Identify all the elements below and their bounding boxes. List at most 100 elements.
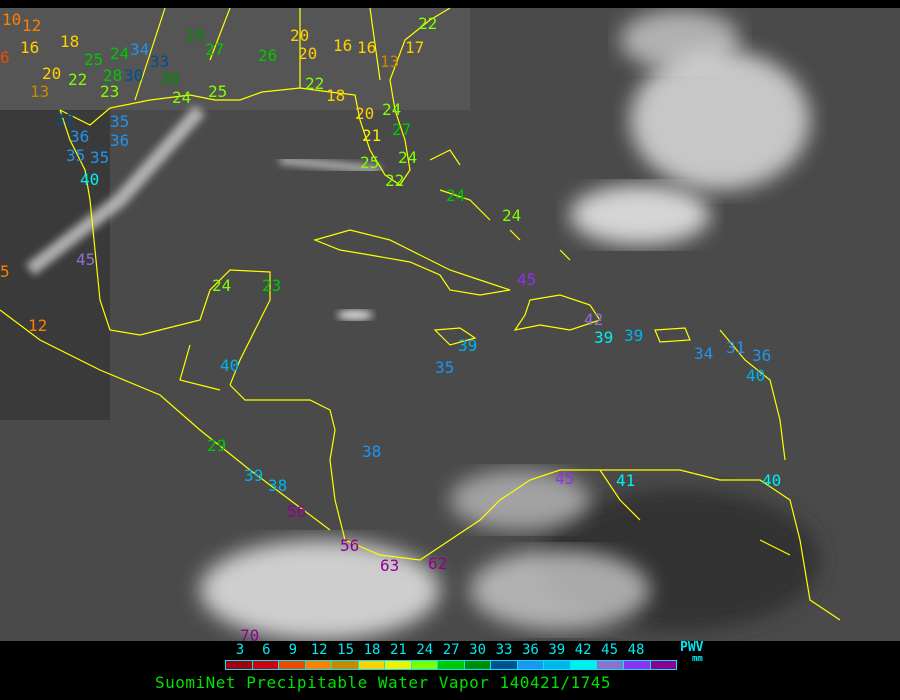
station-pwv-value: 20 — [42, 64, 62, 83]
legend-swatch — [358, 661, 386, 669]
station-pwv-value: 36 — [752, 346, 772, 365]
legend-swatch — [517, 661, 545, 669]
station-pwv-value: 62 — [428, 554, 448, 573]
station-pwv-value: 22 — [385, 171, 405, 190]
station-pwv-value: 25 — [208, 82, 228, 101]
station-pwv-value: 13 — [380, 52, 400, 71]
legend-swatch — [438, 661, 465, 669]
station-pwv-value: 40 — [746, 366, 766, 385]
station-pwv-value: 26 — [258, 46, 278, 65]
station-pwv-value: 34 — [694, 344, 714, 363]
legend-swatch — [544, 661, 571, 669]
station-pwv-value: 25 — [360, 153, 380, 172]
legend-tick: 21 — [389, 642, 407, 658]
legend-swatch — [623, 661, 651, 669]
station-pwv-value: 35 — [66, 146, 86, 165]
station-pwv-value: 31 — [726, 338, 746, 357]
station-pwv-value: 35 — [90, 148, 110, 167]
station-pwv-value: 45 — [76, 250, 96, 269]
legend-swatch — [570, 661, 598, 669]
legend-tick: 27 — [442, 642, 460, 658]
legend-swatch — [597, 661, 624, 669]
station-pwv-value: 40 — [220, 356, 240, 375]
station-pwv-value: 20 — [298, 44, 318, 63]
station-pwv-value: 38 — [362, 442, 382, 461]
legend-tick: 15 — [337, 642, 355, 658]
legend-tick: 39 — [548, 642, 566, 658]
legend-tick: 36 — [521, 642, 539, 658]
station-pwv-value: 24 — [502, 206, 522, 225]
station-pwv-value: 12 — [22, 16, 42, 35]
station-pwv-value: 40 — [80, 170, 100, 189]
station-pwv-value: 33 — [150, 52, 170, 71]
station-pwv-value: 42 — [584, 310, 604, 329]
station-pwv-value: 20 — [290, 26, 310, 45]
station-pwv-value: 18 — [60, 32, 80, 51]
station-pwv-value: 30 — [124, 66, 144, 85]
station-pwv-value: 27 — [392, 120, 412, 139]
legend-swatch — [279, 661, 306, 669]
station-pwv-value: 32 — [55, 110, 75, 129]
station-pwv-value: 25 — [84, 50, 104, 69]
station-pwv-value: 27 — [205, 40, 225, 59]
legend-swatch — [464, 661, 492, 669]
station-pwv-value: 12 — [28, 316, 48, 335]
station-pwv-value: 36 — [110, 131, 130, 150]
legend-tick: 6 — [262, 642, 271, 658]
station-pwv-value: 24 — [212, 276, 232, 295]
legend-tick: 45 — [601, 642, 619, 658]
legend-tick: 48 — [627, 642, 645, 658]
legend-swatch — [650, 661, 677, 669]
station-pwv-value: 24 — [382, 100, 402, 119]
legend-tick: 12 — [310, 642, 328, 658]
station-pwv-value: 29 — [185, 26, 205, 45]
station-pwv-value: 21 — [362, 126, 382, 145]
station-pwv-value: 45 — [555, 469, 575, 488]
map-area: 10 12 16 18 6 20 22 25 13 23 28 30 34 33 30 24 27 29 26 20 2… — [0, 8, 900, 641]
station-pwv-value: 16 — [333, 36, 353, 55]
legend-tick: 42 — [574, 642, 592, 658]
legend-tick: 3 — [235, 642, 245, 658]
station-pwv-value: 39 — [244, 466, 264, 485]
legend-tick: 24 — [416, 642, 434, 658]
legend-swatch — [385, 661, 412, 669]
legend-ticks: 3 6 9 12 15 18 21 24 27 30 33 36 39 42 45 48 — [0, 642, 900, 658]
station-pwv-value: 36 — [70, 127, 90, 146]
station-pwv-value: 22 — [305, 74, 325, 93]
station-pwv-value: 24 — [172, 88, 192, 107]
station-pwv-value: 29 — [207, 436, 227, 455]
station-pwv-value: 56 — [287, 502, 307, 521]
basemap — [0, 8, 841, 640]
legend-swatch — [252, 661, 280, 669]
station-pwv-value: 39 — [594, 328, 614, 347]
station-pwv-value: 63 — [380, 556, 400, 575]
legend-swatch — [411, 661, 439, 669]
station-pwv-value: 35 — [110, 112, 130, 131]
station-pwv-value: 24 — [446, 186, 466, 205]
station-pwv-value: 6 — [0, 48, 10, 67]
station-pwv-value: 56 — [340, 536, 360, 555]
legend-tick: 18 — [363, 642, 381, 658]
station-pwv-value: 20 — [355, 104, 375, 123]
land-shading — [0, 8, 820, 630]
station-pwv-value: 40 — [762, 471, 782, 490]
station-pwv-value: 39 — [624, 326, 644, 345]
legend-tick: 33 — [495, 642, 513, 658]
station-pwv-value: 16 — [20, 38, 40, 57]
legend-swatch — [305, 661, 333, 669]
legend-unit-mm: mm — [692, 654, 703, 664]
station-pwv-value: 24 — [110, 44, 130, 63]
station-pwv-value: 34 — [130, 40, 150, 59]
legend-swatch — [332, 661, 359, 669]
station-pwv-value: 23 — [100, 82, 120, 101]
legend-tick: 30 — [469, 642, 487, 658]
station-pwv-value: 30 — [160, 69, 180, 88]
legend-swatch — [491, 661, 518, 669]
station-pwv-value: 22 — [418, 14, 438, 33]
color-scale-bar — [225, 660, 677, 670]
station-pwv-value: 17 — [405, 38, 425, 57]
station-pwv-value: 35 — [435, 358, 455, 377]
station-pwv-value: 5 — [0, 262, 10, 281]
station-pwv-value: 24 — [398, 148, 418, 167]
